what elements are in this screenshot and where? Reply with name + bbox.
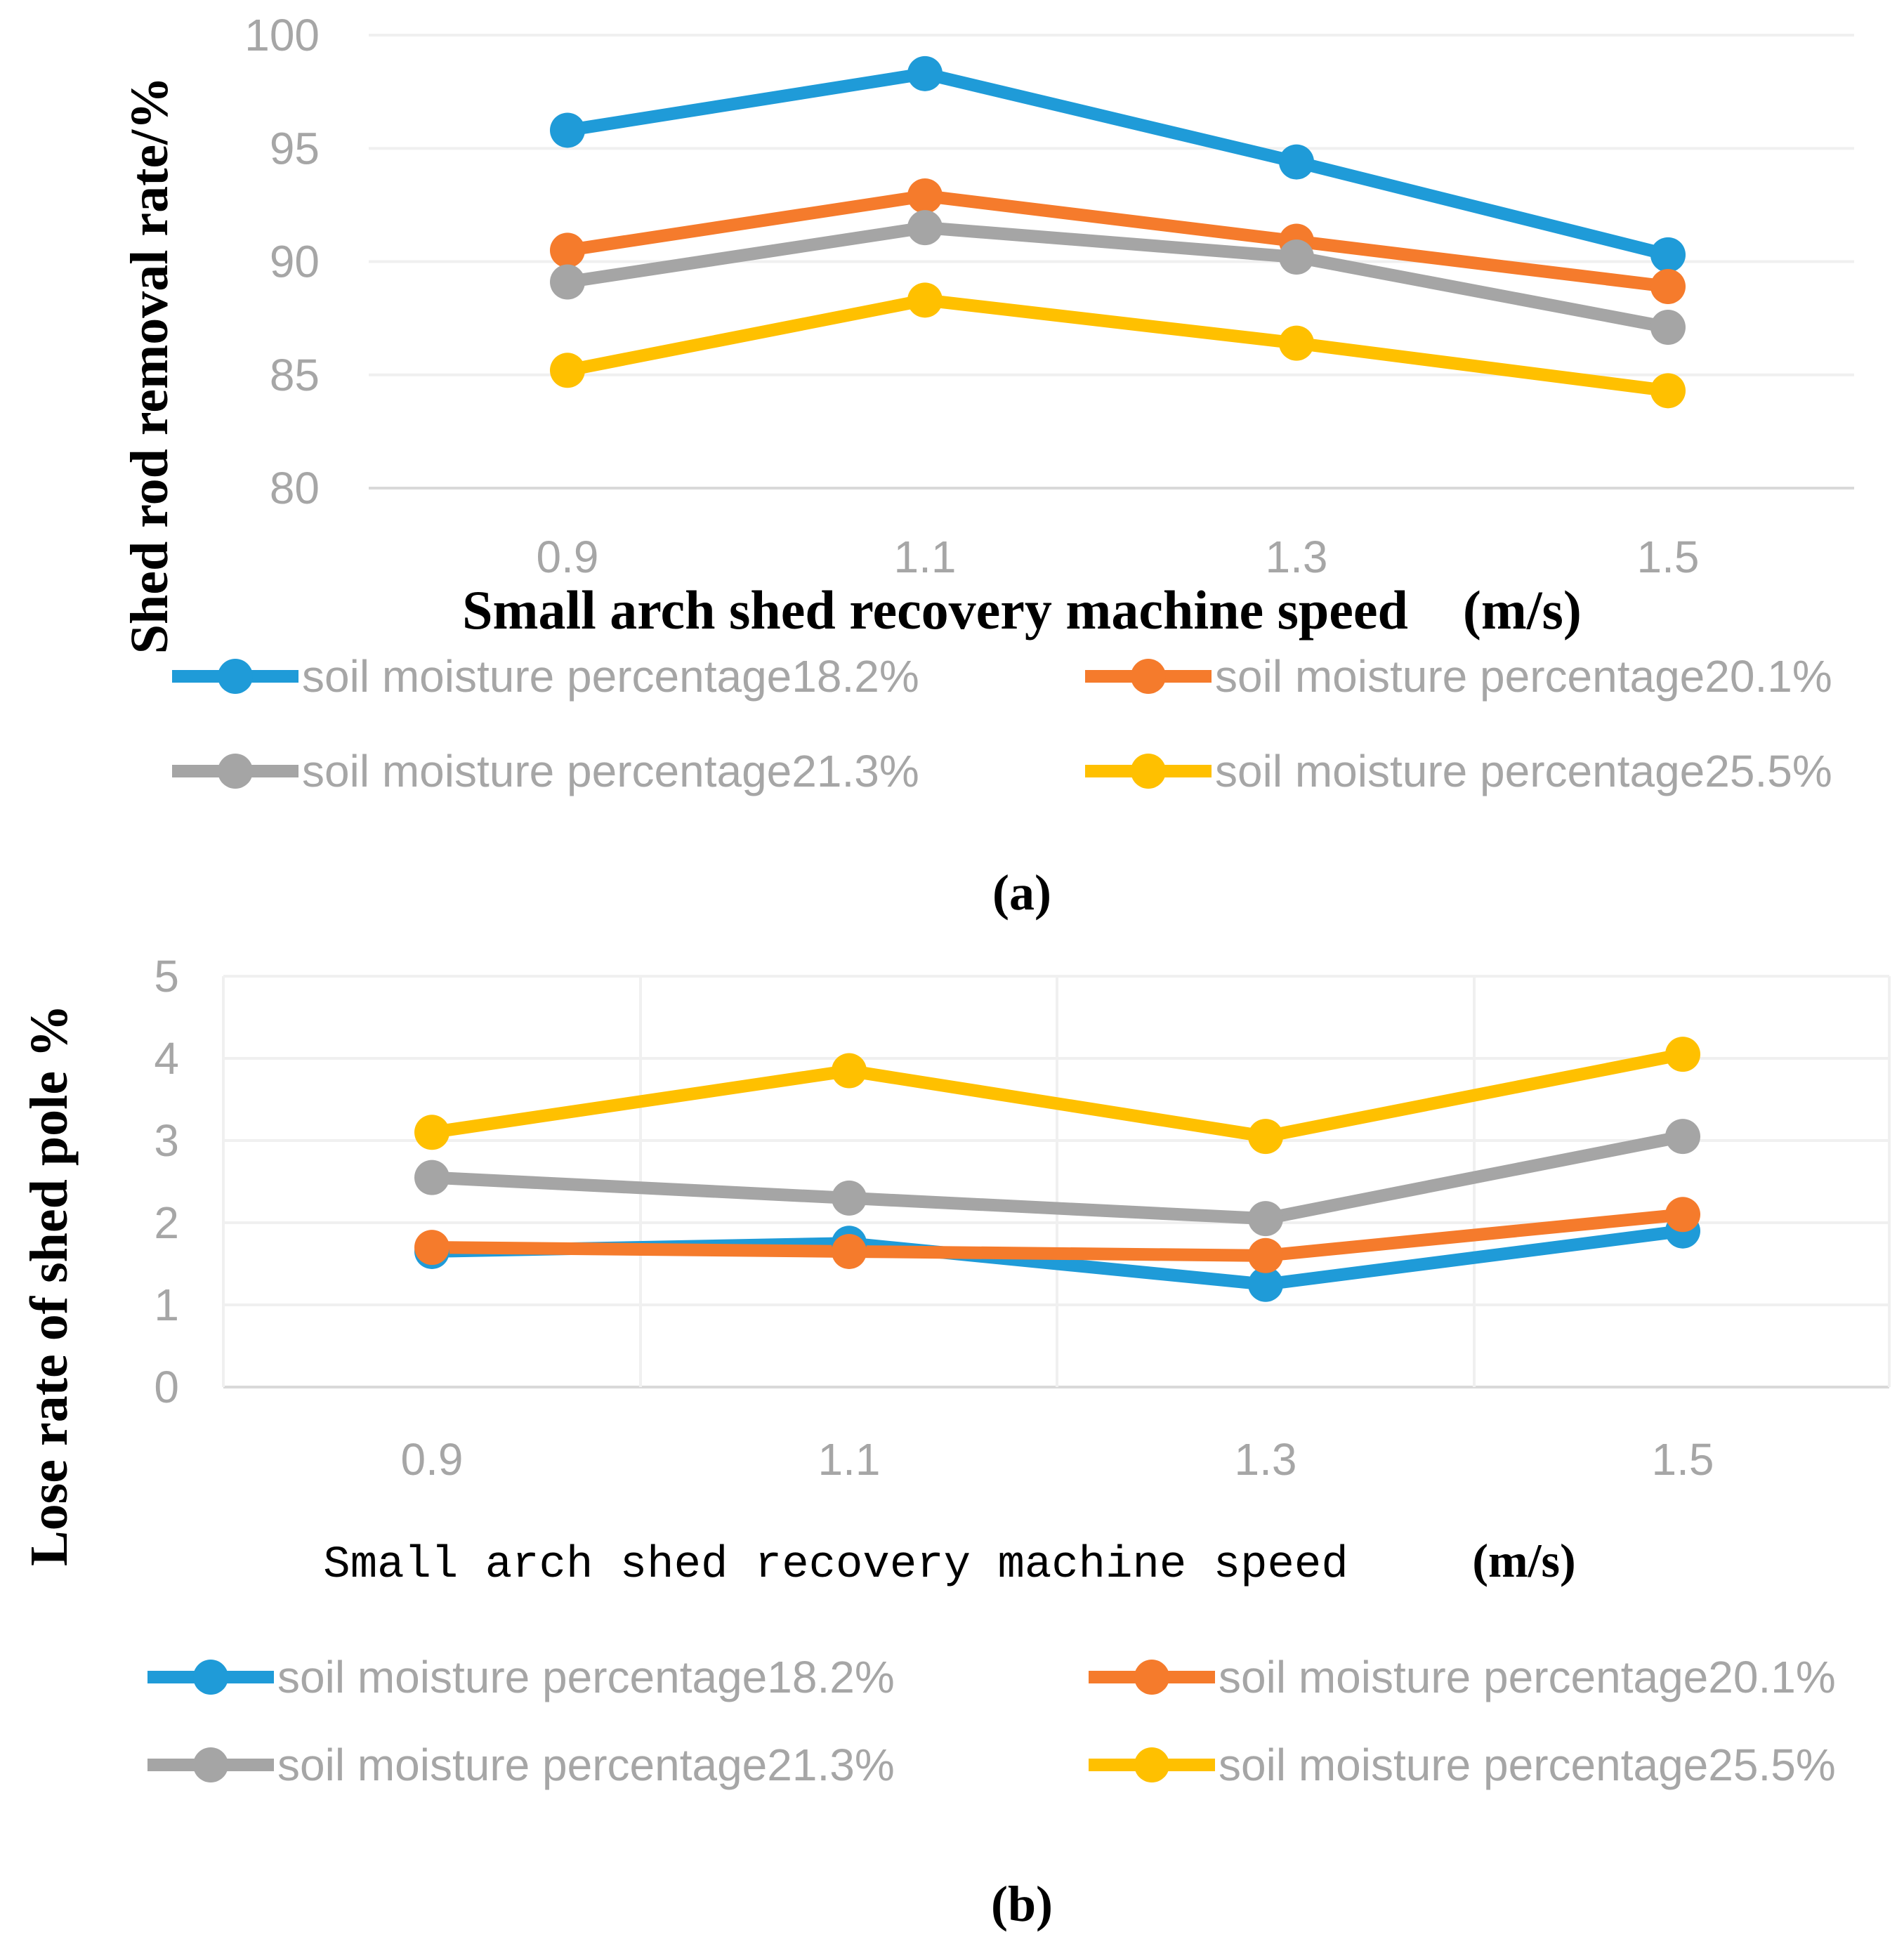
- data-point-a-2-1: [907, 210, 943, 246]
- data-point-a-0-2: [1279, 144, 1314, 180]
- data-point-b-1-0: [414, 1230, 449, 1266]
- chart-panel-a: 80 85 90 95 100 0.9 1.1 1.3 1.5 Shed rod remova…: [120, 10, 1854, 921]
- series-line-b-1: [426, 1208, 1689, 1262]
- data-point-a-3-1: [907, 282, 943, 318]
- legend-marker-b-2: [193, 1747, 228, 1782]
- y-axis-label-b: Lose rate of shed pole %: [20, 1004, 79, 1566]
- legend-label-a-3: soil moisture percentage25.5%: [1215, 746, 1832, 796]
- data-point-b-2-2: [1248, 1201, 1283, 1237]
- series-a: [550, 55, 1686, 409]
- x-axis-label-a: Small arch shed recovery machine speed (…: [462, 579, 1582, 641]
- grid-a: [369, 34, 1854, 490]
- panel-label-a: (a): [992, 865, 1051, 921]
- y-tick-b-3: 3: [154, 1115, 179, 1166]
- series-line-a-2: [561, 221, 1674, 334]
- data-point-b-1-1: [832, 1233, 867, 1269]
- data-point-b-3-0: [414, 1115, 449, 1150]
- x-tick-a-1: 1.1: [894, 532, 957, 582]
- data-point-b-1-2: [1248, 1237, 1283, 1273]
- x-tick-a-2: 1.3: [1266, 532, 1328, 582]
- legend-marker-a-2: [218, 754, 253, 789]
- series-line-a-1: [561, 189, 1674, 293]
- y-tick-a-2: 90: [270, 237, 320, 287]
- panel-label-b: (b): [991, 1876, 1053, 1932]
- data-point-b-3-1: [832, 1053, 867, 1089]
- data-point-a-0-1: [907, 55, 943, 91]
- legend-label-b-0: soil moisture percentage18.2%: [277, 1652, 895, 1702]
- y-tick-labels-a: 80 85 90 95 100: [244, 10, 320, 513]
- legend-marker-a-0: [218, 659, 253, 694]
- legend-a: soil moisture percentage18.2% soil moistu…: [172, 651, 1832, 796]
- legend-marker-a-1: [1131, 659, 1166, 694]
- x-tick-b-0: 0.9: [401, 1434, 464, 1485]
- y-tick-b-5: 5: [154, 951, 179, 1001]
- y-tick-a-4: 100: [244, 10, 320, 60]
- data-point-a-3-2: [1279, 325, 1314, 361]
- data-point-b-1-3: [1665, 1197, 1700, 1233]
- legend-label-a-0: soil moisture percentage18.2%: [302, 651, 919, 702]
- legend-label-b-1: soil moisture percentage20.1%: [1219, 1652, 1836, 1702]
- x-tick-b-2: 1.3: [1235, 1434, 1297, 1485]
- y-tick-b-1: 1: [154, 1280, 179, 1330]
- legend-marker-b-3: [1134, 1747, 1169, 1782]
- data-point-a-1-1: [907, 178, 943, 214]
- legend-marker-a-3: [1131, 754, 1166, 789]
- legend-label-b-3: soil moisture percentage25.5%: [1219, 1740, 1836, 1790]
- legend-b: soil moisture percentage18.2% soil moistu…: [147, 1652, 1836, 1790]
- data-point-a-1-3: [1650, 268, 1686, 304]
- data-point-b-0-2: [1248, 1266, 1283, 1302]
- data-point-b-2-1: [832, 1180, 867, 1216]
- y-tick-b-0: 0: [154, 1362, 179, 1412]
- series-b: [414, 1037, 1700, 1302]
- data-point-a-0-3: [1650, 237, 1686, 272]
- legend-marker-b-1: [1134, 1660, 1169, 1695]
- y-axis-label-a: Shed rod removal rate/%: [120, 77, 179, 655]
- y-tick-a-1: 85: [270, 350, 320, 400]
- data-point-a-2-3: [1650, 310, 1686, 346]
- grid-b: [222, 975, 1891, 1388]
- data-point-b-3-2: [1248, 1119, 1283, 1155]
- data-point-a-0-0: [550, 112, 585, 148]
- series-line-a-3: [561, 294, 1674, 398]
- data-point-a-3-3: [1650, 373, 1686, 409]
- legend-label-b-2: soil moisture percentage21.3%: [277, 1740, 895, 1790]
- y-tick-labels-b: 0 1 2 3 4 5: [154, 951, 179, 1412]
- chart-panel-b: 0 1 2 3 4 5 0.9 1.1 1.3 1.5 Lose rate of shed po…: [20, 951, 1891, 1932]
- data-point-a-2-2: [1279, 239, 1314, 275]
- x-tick-labels-b: 0.9 1.1 1.3 1.5: [401, 1434, 1714, 1485]
- data-point-b-3-3: [1665, 1037, 1700, 1072]
- x-tick-b-3: 1.5: [1652, 1434, 1714, 1485]
- x-tick-a-0: 0.9: [537, 532, 599, 582]
- data-point-b-2-3: [1665, 1119, 1700, 1155]
- data-point-a-3-0: [550, 353, 585, 388]
- legend-label-a-1: soil moisture percentage20.1%: [1215, 651, 1832, 702]
- legend-marker-b-0: [193, 1660, 228, 1695]
- legend-label-a-2: soil moisture percentage21.3%: [302, 746, 919, 796]
- x-tick-b-1: 1.1: [818, 1434, 881, 1485]
- series-line-b-2: [426, 1130, 1689, 1226]
- data-point-a-1-0: [550, 232, 585, 268]
- x-tick-labels-a: 0.9 1.1 1.3 1.5: [537, 532, 1700, 582]
- y-tick-b-4: 4: [154, 1033, 179, 1084]
- x-axis-unit-b: (m/s): [1472, 1534, 1575, 1587]
- y-tick-a-0: 80: [270, 463, 320, 513]
- x-axis-label-b: Small arch shed recovery machine speed: [323, 1540, 1348, 1591]
- y-tick-a-3: 95: [270, 123, 320, 173]
- x-tick-a-3: 1.5: [1637, 532, 1700, 582]
- y-tick-b-2: 2: [154, 1197, 179, 1248]
- series-line-b-3: [426, 1048, 1689, 1143]
- series-line-a-0: [561, 67, 1674, 261]
- data-point-a-2-0: [550, 264, 585, 300]
- data-point-b-2-0: [414, 1160, 449, 1195]
